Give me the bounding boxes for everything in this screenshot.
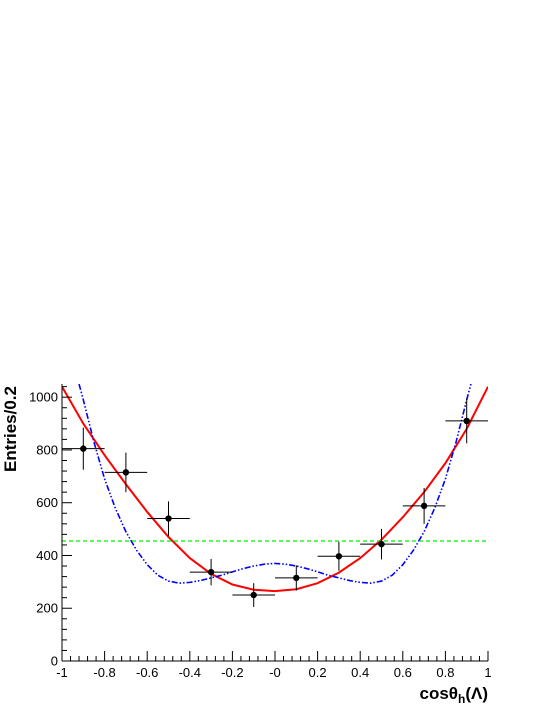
x-tick-label: 0.4 xyxy=(351,665,369,680)
marker xyxy=(463,417,470,425)
x-axis-title-tail: (Λ) xyxy=(465,684,488,703)
marker xyxy=(207,568,215,576)
x-tick-label: 0.8 xyxy=(436,665,454,680)
x-tick-label: 0.2 xyxy=(309,665,327,680)
data-point-9 xyxy=(445,398,488,444)
x-axis-title: cosθh(Λ) xyxy=(420,684,489,706)
data-point-1 xyxy=(104,452,148,493)
x-tick-label: -0.6 xyxy=(136,665,158,680)
marker xyxy=(335,553,343,560)
marker xyxy=(122,469,130,476)
data-point-8 xyxy=(402,487,446,524)
y-tick-label: 0 xyxy=(51,654,58,669)
x-axis-title-main: cosθ xyxy=(420,684,458,703)
marker xyxy=(293,574,300,582)
y-tick-label: 1000 xyxy=(29,390,58,405)
x-tick-label: -0 xyxy=(269,665,281,680)
data-point-6 xyxy=(317,541,361,571)
data-point-5 xyxy=(275,565,318,591)
series-1-curve xyxy=(62,386,488,593)
y-axis-title: Entries/0.2 xyxy=(1,386,20,472)
marker xyxy=(165,515,172,522)
y-tick-label: 400 xyxy=(36,548,58,563)
marker xyxy=(250,591,257,599)
fit-curves xyxy=(62,384,488,593)
x-tick-label: -0.2 xyxy=(221,665,243,680)
data-point-3 xyxy=(189,558,233,586)
x-tick-label: 1 xyxy=(484,665,491,680)
marker xyxy=(420,502,428,510)
y-tick-label: 200 xyxy=(36,601,58,616)
x-tick-label: -1 xyxy=(56,665,68,680)
x-axis-title-sub: h xyxy=(458,692,465,706)
y-tick-label: 600 xyxy=(36,495,58,510)
marker xyxy=(378,540,385,548)
marker xyxy=(80,445,87,452)
data-point-7 xyxy=(360,528,403,560)
data-point-4 xyxy=(232,583,275,607)
x-tick-label: -0.4 xyxy=(179,665,201,680)
y-tick-label: 800 xyxy=(36,442,58,457)
x-tick-label: -0.8 xyxy=(93,665,115,680)
data-points xyxy=(62,398,488,607)
data-point-0 xyxy=(62,427,105,470)
series-2-curve xyxy=(78,384,472,584)
data-point-2 xyxy=(147,501,190,536)
axes xyxy=(61,384,489,662)
tick-labels: -1 -0.8 -0.6 -0.4 -0.2 -0 0.2 0.4 0.6 0.8 1 0 200 400… xyxy=(29,390,492,680)
x-tick-label: 0.6 xyxy=(394,665,412,680)
